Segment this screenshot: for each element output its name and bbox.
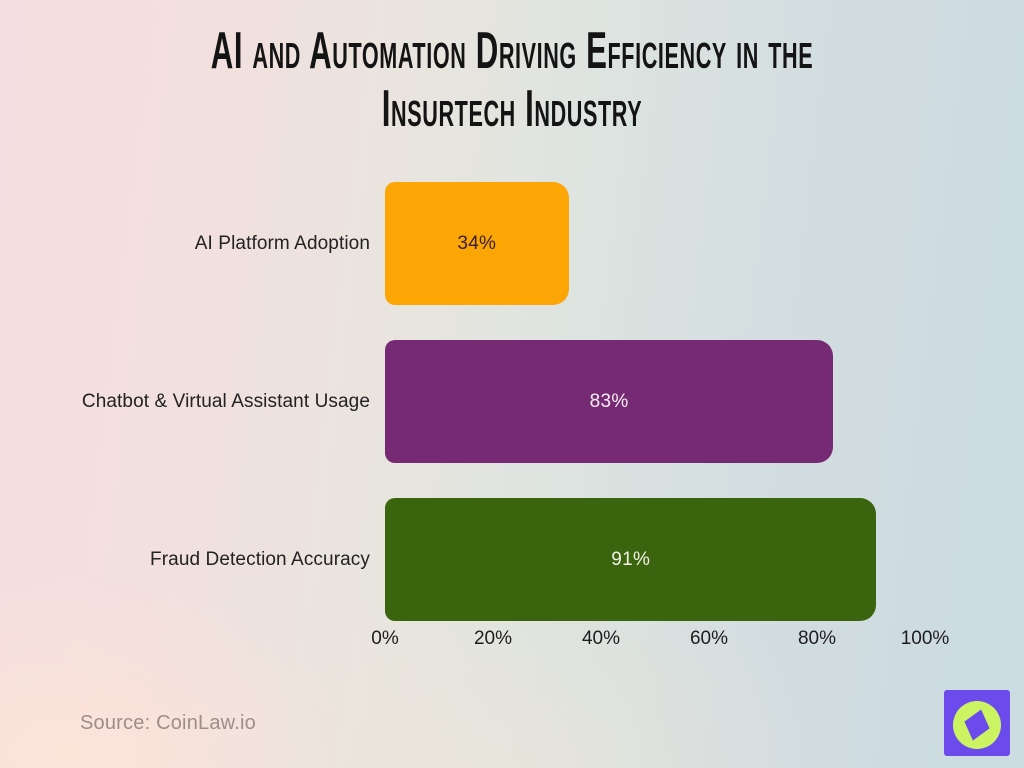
x-axis-tick-100pct: 100%	[900, 628, 950, 649]
bar-fraud-detection-accuracy: 91%	[385, 498, 877, 621]
bar-chatbot-virtual-assistant-usage: 83%	[385, 340, 834, 463]
bar-row-chatbot-virtual-assistant-usage: Chatbot & Virtual Assistant Usage 83%	[0, 340, 1024, 463]
x-axis-tick-80pct: 80%	[797, 628, 837, 649]
bar-value-label: 83%	[589, 390, 629, 412]
logo-needle	[964, 709, 990, 741]
chart-title: AI and Automation Driving Efficiency in …	[205, 22, 819, 138]
bar-value-label: 91%	[611, 548, 651, 570]
category-label-chatbot-virtual-assistant-usage: Chatbot & Virtual Assistant Usage	[81, 390, 370, 412]
x-axis-tick-20pct: 20%	[473, 628, 513, 649]
chart-title-line2: Insurtech Industry	[381, 80, 643, 138]
bar-ai-platform-adoption: 34%	[385, 182, 569, 305]
bar-value-label: 34%	[457, 232, 497, 254]
compass-icon	[953, 701, 1001, 749]
bar-row-fraud-detection-accuracy: Fraud Detection Accuracy 91%	[0, 498, 1024, 621]
x-axis-tick-0pct: 0%	[371, 628, 399, 649]
bar-row-ai-platform-adoption: AI Platform Adoption 34%	[0, 182, 1024, 305]
source-attribution: Source: CoinLaw.io	[80, 712, 256, 734]
x-axis-tick-40pct: 40%	[581, 628, 621, 649]
category-label-ai-platform-adoption: AI Platform Adoption	[194, 232, 370, 254]
chart-title-line1: AI and Automation Driving Efficiency in …	[210, 22, 814, 80]
coinlaw-logo	[944, 690, 1010, 756]
category-label-fraud-detection-accuracy: Fraud Detection Accuracy	[150, 548, 370, 570]
x-axis-tick-60pct: 60%	[689, 628, 729, 649]
